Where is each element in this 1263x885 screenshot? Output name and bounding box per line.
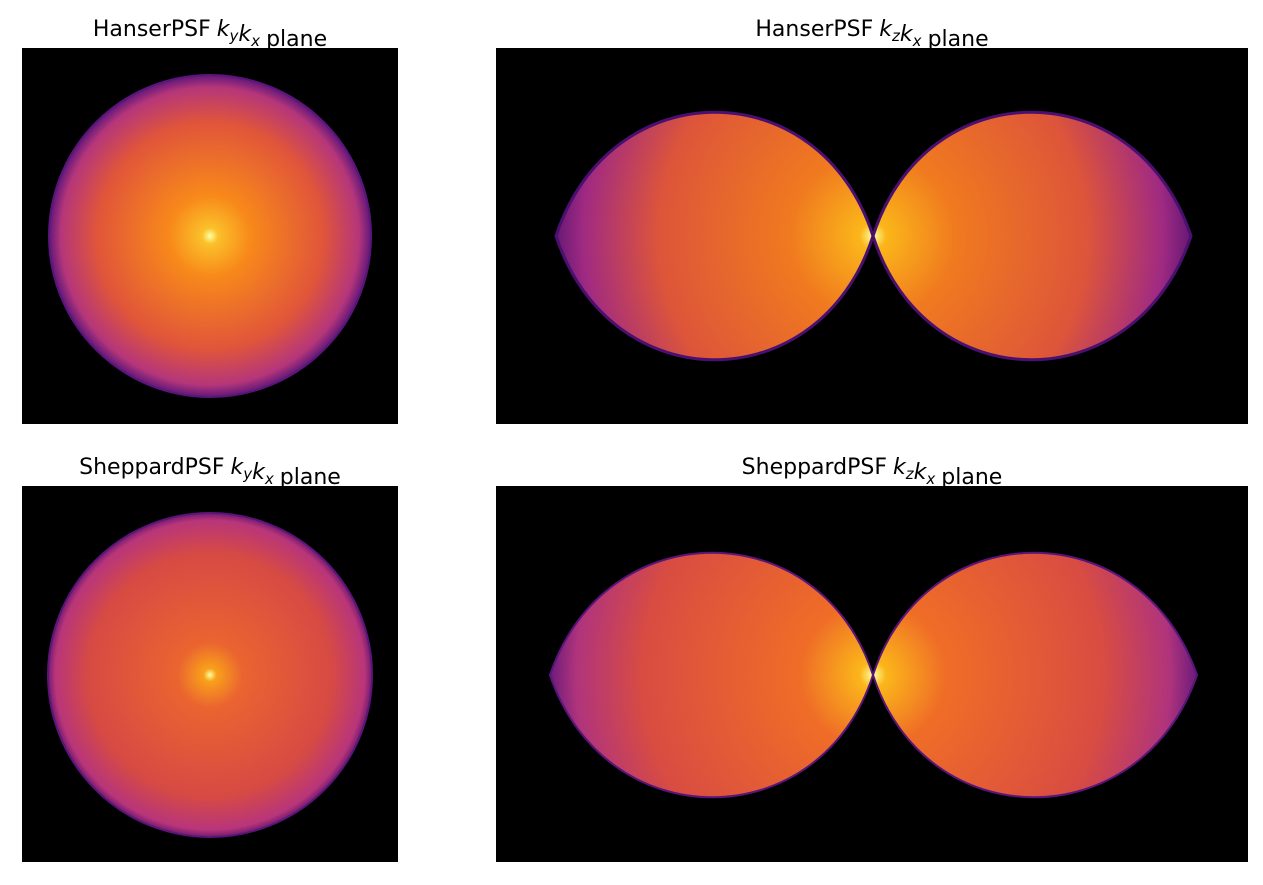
subscript: y [242,465,253,483]
title-lead: HanserPSF [755,17,873,42]
title-tail: plane [280,465,341,490]
subscript: x [264,470,274,488]
variable: k [900,22,914,47]
variable: k [879,17,893,42]
variable: k [893,455,907,480]
panel-title: HanserPSF kzkx plane [755,17,988,52]
title-lead: SheppardPSF [742,455,887,480]
panel-title: SheppardPSF kzkx plane [742,455,1003,490]
title-tail: plane [266,27,327,52]
panel-title: SheppardPSF kykx plane [79,455,341,490]
subscript: z [891,27,901,45]
psf-lobe [548,551,875,799]
title-tail: plane [941,465,1002,490]
psf-lobe [554,110,875,362]
psf-disc [47,512,373,838]
variable: k [231,455,245,480]
psf-disc [48,74,372,398]
variable: k [238,22,252,47]
title-lead: SheppardPSF [79,455,224,480]
subscript: x [925,470,935,488]
variable: k [217,17,231,42]
title-lead: HanserPSF [93,17,211,42]
subscript: x [912,32,922,50]
title-tail: plane [928,27,989,52]
variable: k [252,460,266,485]
panel-title: HanserPSF kykx plane [93,17,327,52]
psf-lobe [871,110,1193,362]
psf-lobe [871,551,1199,799]
subscript: y [229,27,240,45]
subscript: z [905,465,915,483]
subscript: x [250,32,260,50]
variable: k [914,460,928,485]
